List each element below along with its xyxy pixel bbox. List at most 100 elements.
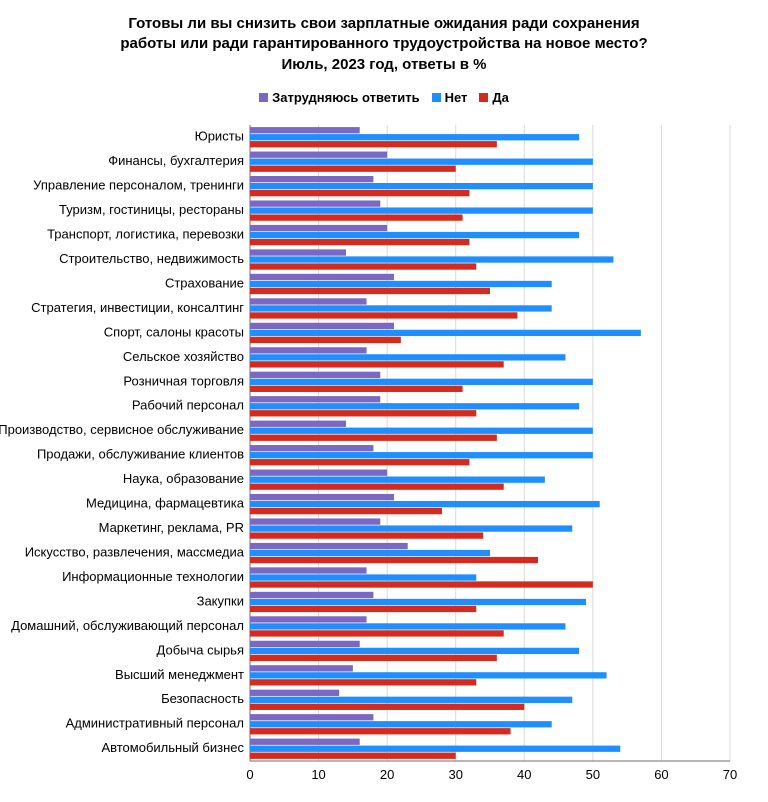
bar	[250, 127, 360, 133]
bar	[250, 410, 476, 416]
category-label: Безопасность	[161, 691, 244, 706]
category-label: Домашний, обслуживающий персонал	[11, 618, 244, 633]
bar	[250, 361, 504, 367]
category-label: Стратегия, инвестиции, консалтинг	[31, 300, 244, 315]
category-label: Рабочий персонал	[132, 398, 244, 413]
bar	[250, 672, 607, 678]
bar	[250, 225, 387, 231]
category-label: Управление персоналом, тренинги	[33, 178, 244, 193]
category-label: Автомобильный бизнес	[101, 740, 244, 755]
bar	[250, 648, 579, 654]
chart-plot: 010203040506070ЮристыФинансы, бухгалтери…	[0, 0, 768, 802]
bar	[250, 550, 490, 556]
bar	[250, 690, 339, 696]
bar	[250, 728, 511, 734]
x-tick-label: 30	[448, 767, 462, 782]
category-label: Информационные технологии	[62, 569, 244, 584]
category-label: Туризм, гостиницы, рестораны	[59, 202, 244, 217]
bar	[250, 166, 456, 172]
bar	[250, 354, 565, 360]
chart-container: Готовы ли вы снизить свои зарплатные ожи…	[0, 0, 768, 802]
bar	[250, 183, 593, 189]
bar	[250, 200, 380, 206]
bar	[250, 655, 497, 661]
bar	[250, 567, 367, 573]
category-label: Искусство, развлечения, массмедиа	[25, 544, 245, 559]
bar	[250, 452, 593, 458]
bar	[250, 445, 373, 451]
category-label: Строительство, недвижимость	[59, 251, 244, 266]
category-label: Сельское хозяйство	[123, 349, 244, 364]
bar	[250, 641, 360, 647]
bar	[250, 484, 504, 490]
bar	[250, 152, 387, 158]
category-label: Административный персонал	[66, 716, 244, 731]
bar	[250, 525, 572, 531]
bar	[250, 508, 442, 514]
bar	[250, 190, 469, 196]
bar	[250, 312, 517, 318]
bar	[250, 599, 586, 605]
bar	[250, 330, 641, 336]
x-tick-label: 10	[311, 767, 325, 782]
bar	[250, 557, 538, 563]
bar	[250, 746, 620, 752]
category-label: Добыча сырья	[157, 642, 244, 657]
bar	[250, 421, 346, 427]
bar	[250, 305, 552, 311]
bar	[250, 623, 565, 629]
bar	[250, 721, 552, 727]
category-label: Страхование	[165, 275, 244, 290]
x-tick-label: 0	[246, 767, 253, 782]
bar	[250, 372, 380, 378]
category-label: Медицина, фармацевтика	[86, 496, 245, 511]
bar	[250, 207, 593, 213]
bar	[250, 714, 373, 720]
bar	[250, 630, 504, 636]
bar	[250, 386, 463, 392]
x-tick-label: 60	[654, 767, 668, 782]
bar	[250, 753, 456, 759]
category-label: Закупки	[197, 593, 244, 608]
bar	[250, 298, 367, 304]
bar	[250, 616, 367, 622]
category-label: Продажи, обслуживание клиентов	[37, 447, 244, 462]
category-label: Производство, сервисное обслуживание	[0, 422, 244, 437]
category-label: Наука, образование	[123, 471, 244, 486]
bar	[250, 532, 483, 538]
bar	[250, 214, 463, 220]
category-label: Спорт, салоны красоты	[104, 324, 244, 339]
bar	[250, 543, 408, 549]
bar	[250, 159, 593, 165]
bar	[250, 249, 346, 255]
bar	[250, 494, 394, 500]
bar	[250, 679, 476, 685]
bar	[250, 281, 552, 287]
bar	[250, 665, 353, 671]
bar	[250, 501, 600, 507]
bar	[250, 581, 593, 587]
category-label: Финансы, бухгалтерия	[108, 153, 244, 168]
bar	[250, 288, 490, 294]
bar	[250, 697, 572, 703]
bar	[250, 134, 579, 140]
bar	[250, 574, 476, 580]
bar	[250, 606, 476, 612]
bar	[250, 379, 593, 385]
x-tick-label: 50	[586, 767, 600, 782]
bar	[250, 592, 373, 598]
category-label: Транспорт, логистика, перевозки	[47, 227, 244, 242]
category-label: Маркетинг, реклама, PR	[99, 520, 244, 535]
bar	[250, 263, 476, 269]
bar	[250, 739, 360, 745]
bar	[250, 470, 387, 476]
x-tick-label: 70	[723, 767, 737, 782]
bar	[250, 337, 401, 343]
category-label: Юристы	[195, 129, 244, 144]
bar	[250, 477, 545, 483]
bar	[250, 428, 593, 434]
bar	[250, 274, 394, 280]
x-tick-label: 20	[380, 767, 394, 782]
bar	[250, 396, 380, 402]
bar	[250, 141, 497, 147]
